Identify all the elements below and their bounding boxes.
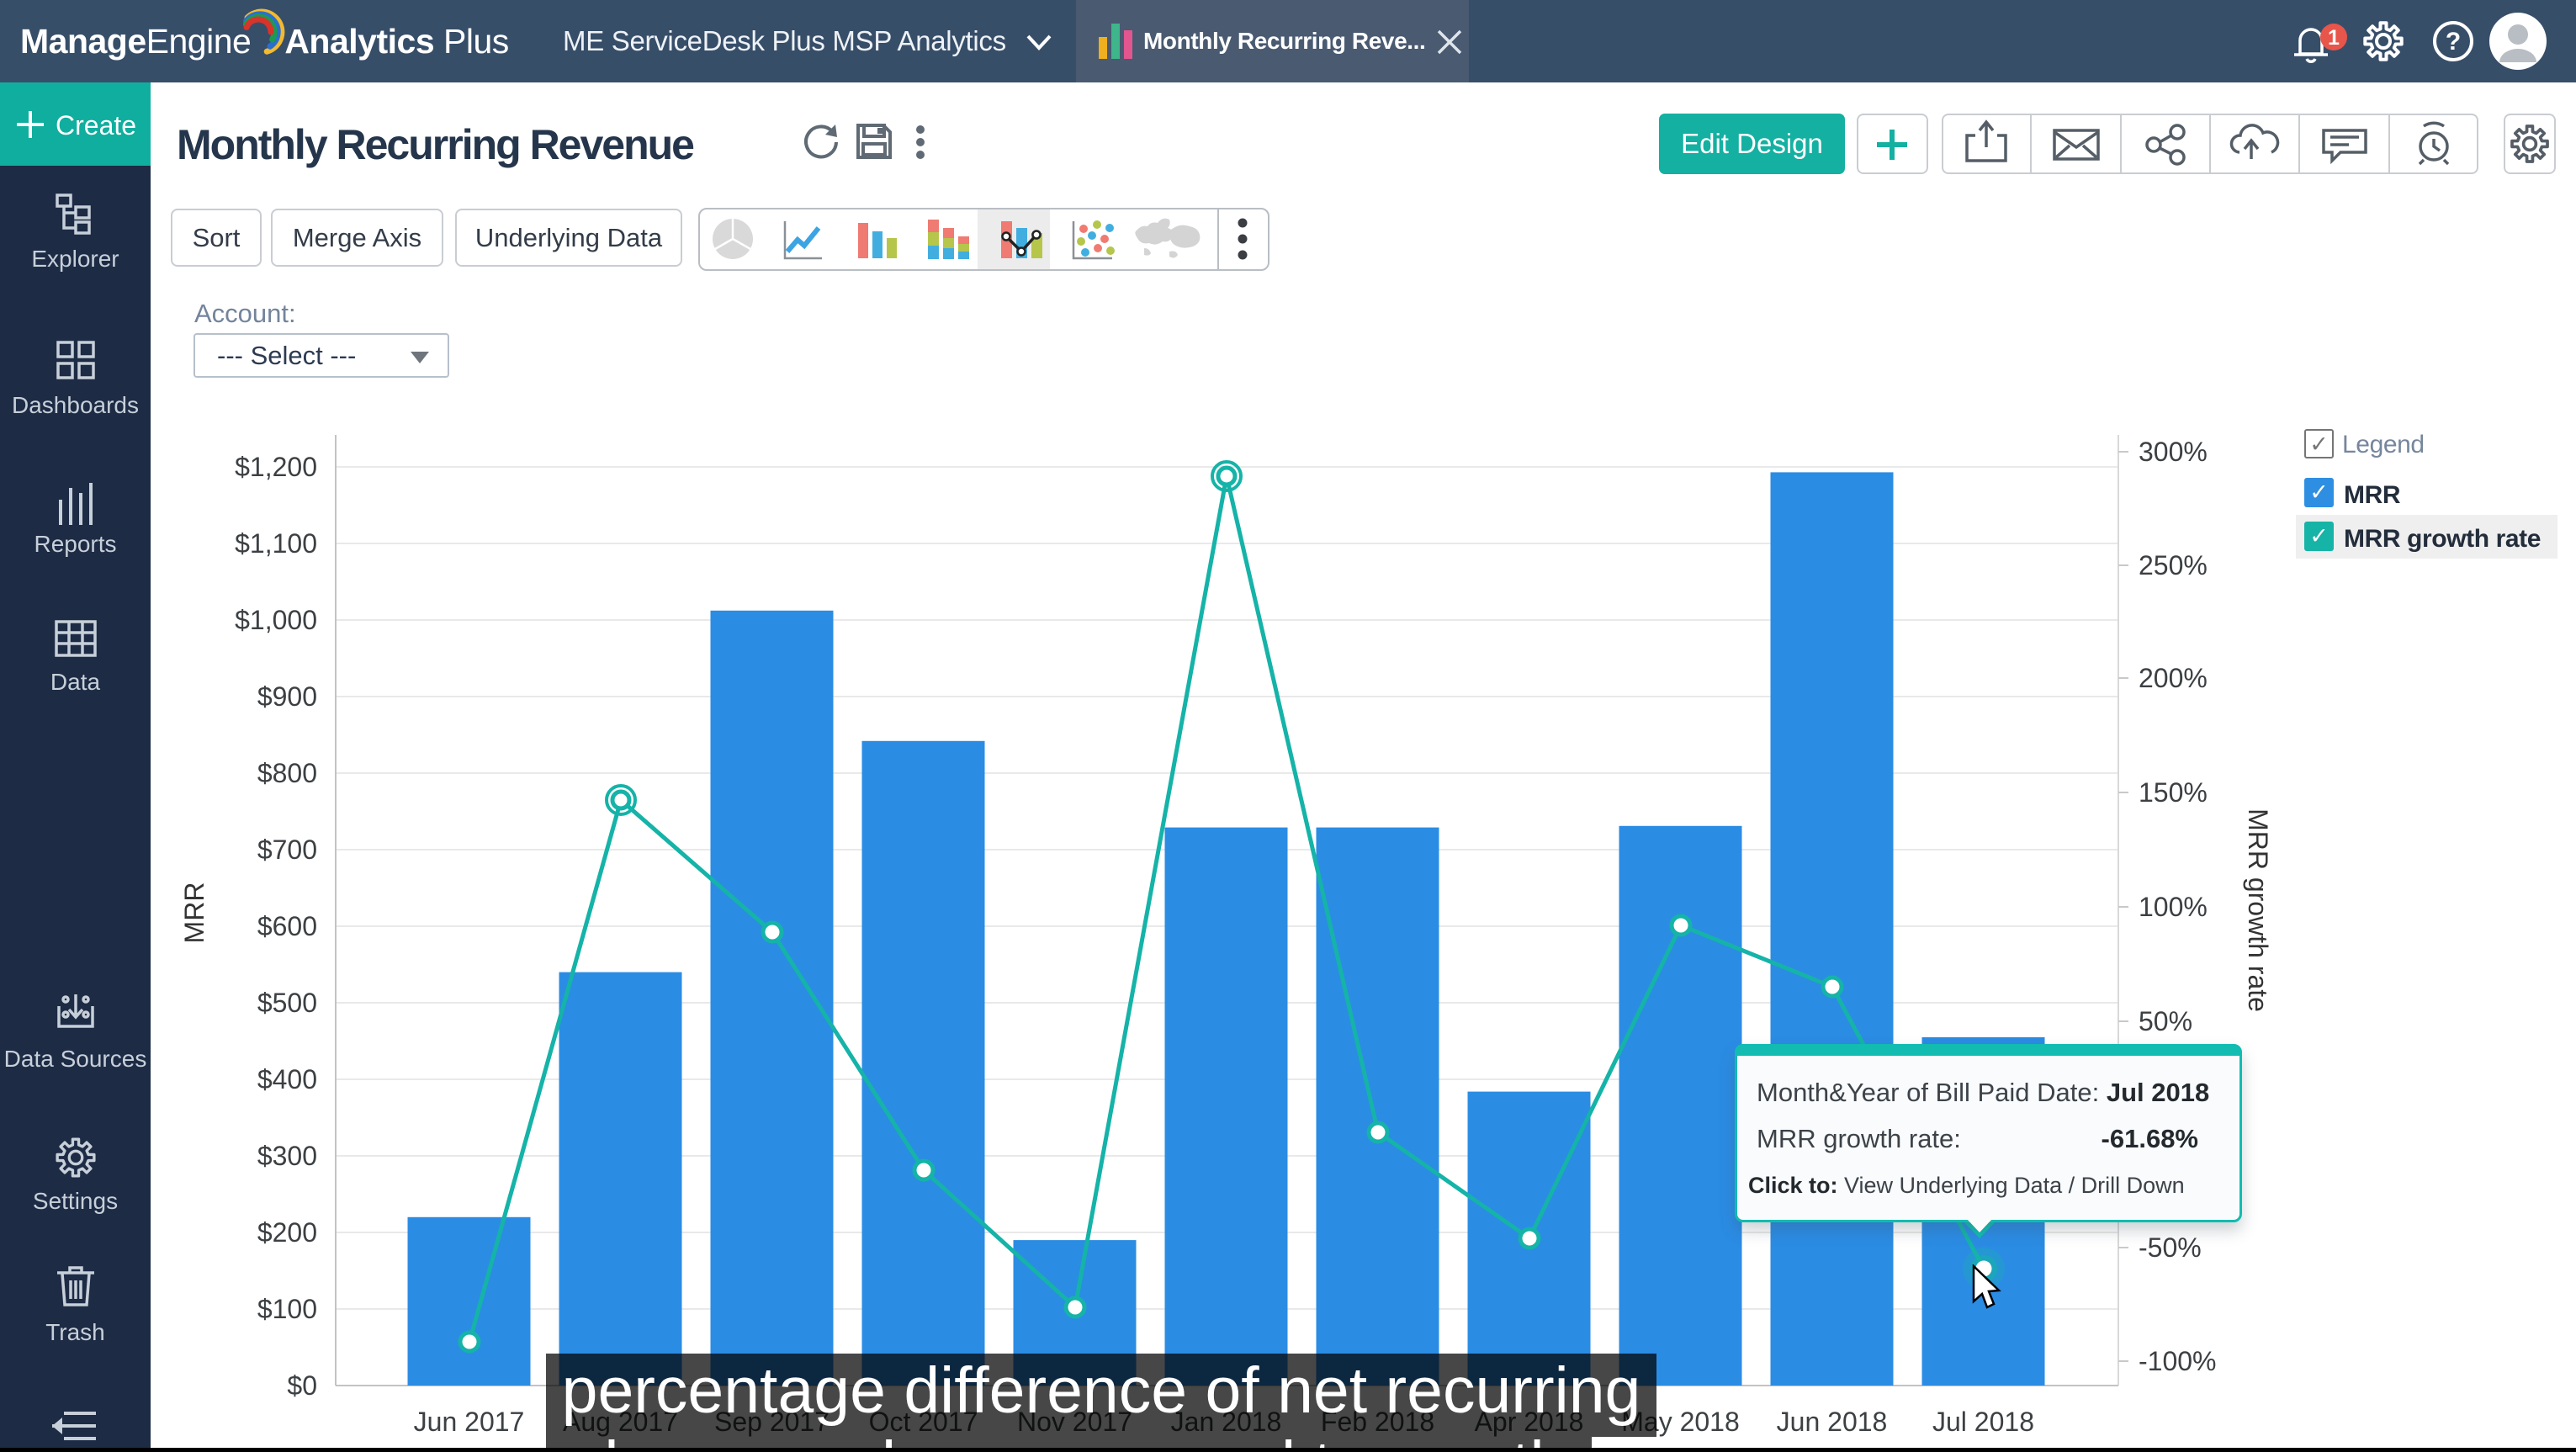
svg-text:$1,200: $1,200 <box>235 452 317 482</box>
svg-text:250%: 250% <box>2139 550 2208 580</box>
svg-text:$400: $400 <box>257 1064 317 1094</box>
svg-text:$1,100: $1,100 <box>235 528 317 559</box>
svg-text:$200: $200 <box>257 1217 317 1248</box>
svg-text:$800: $800 <box>257 758 317 788</box>
svg-text:$700: $700 <box>257 835 317 865</box>
svg-text:MRR: MRR <box>179 882 209 944</box>
svg-text:$1,000: $1,000 <box>235 605 317 635</box>
svg-text:$0: $0 <box>287 1370 317 1401</box>
svg-text:Jun 2017: Jun 2017 <box>414 1407 525 1437</box>
svg-text:$100: $100 <box>257 1294 317 1324</box>
svg-text:MRR growth rate: MRR growth rate <box>2243 808 2273 1012</box>
svg-text:$300: $300 <box>257 1141 317 1171</box>
svg-text:1: 1 <box>2328 26 2340 50</box>
svg-text:-100%: -100% <box>2139 1346 2217 1376</box>
svg-text:Jun 2018: Jun 2018 <box>1777 1407 1888 1437</box>
svg-text:150%: 150% <box>2139 777 2208 808</box>
svg-text:?: ? <box>2446 28 2461 56</box>
svg-text:Jul 2018: Jul 2018 <box>1932 1407 2034 1437</box>
svg-text:-50%: -50% <box>2139 1232 2202 1263</box>
svg-text:50%: 50% <box>2139 1006 2192 1036</box>
svg-text:100%: 100% <box>2139 892 2208 922</box>
svg-text:200%: 200% <box>2139 663 2208 693</box>
svg-text:$500: $500 <box>257 988 317 1018</box>
svg-text:$900: $900 <box>257 681 317 712</box>
svg-text:300%: 300% <box>2139 437 2208 467</box>
svg-text:$600: $600 <box>257 911 317 941</box>
